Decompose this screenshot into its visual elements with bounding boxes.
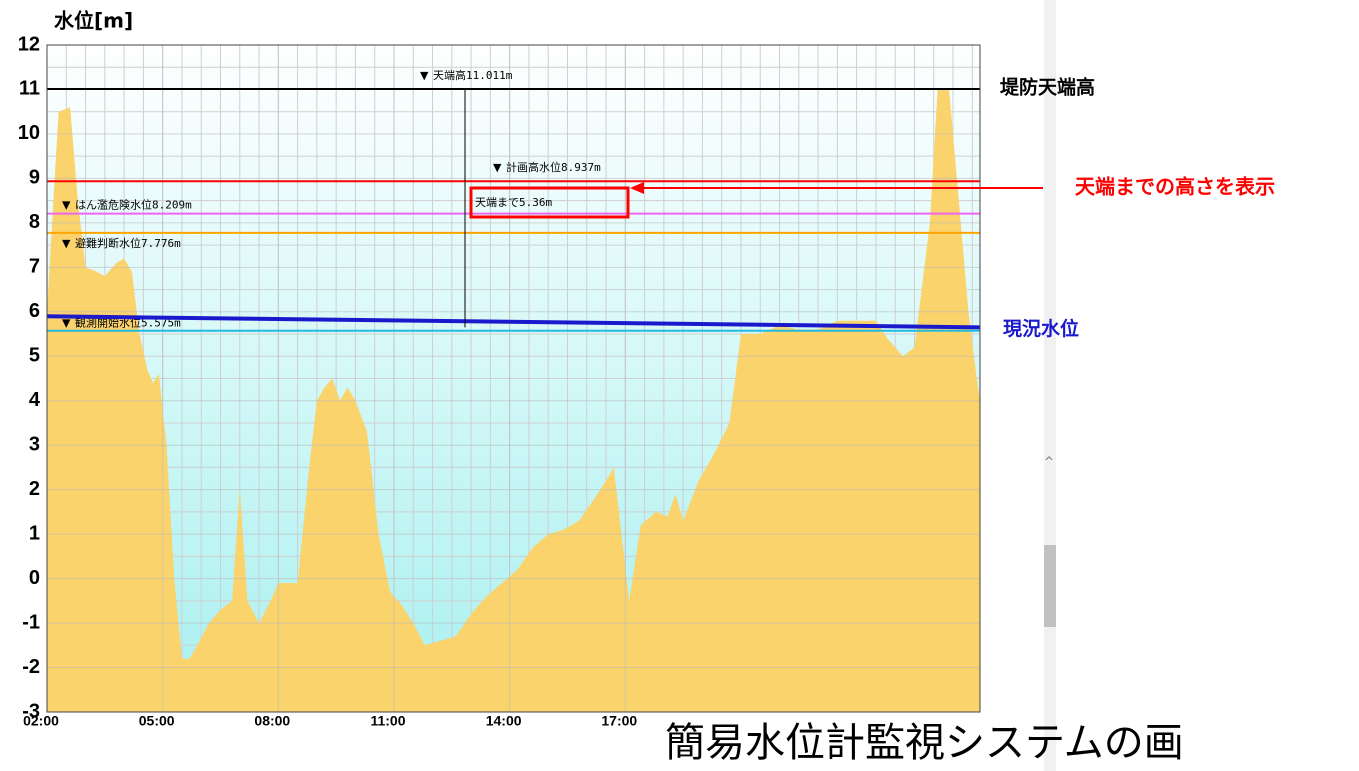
y-tick-label: 3: [29, 433, 40, 455]
y-tick-label: 2: [29, 478, 40, 500]
x-tick-label: 05:00: [139, 713, 175, 729]
y-tick-label: 8: [29, 211, 40, 233]
reference-marker: ▼: [62, 237, 71, 250]
y-axis-label: 水位[m]: [54, 9, 133, 33]
crest-distance-box: [469, 186, 630, 219]
y-tick-label: 0: [29, 567, 40, 589]
y-tick-label: 9: [29, 167, 40, 189]
y-tick-label: 7: [29, 256, 40, 278]
current-level-label: 現況水位: [1003, 317, 1079, 340]
x-tick-label: 11:00: [370, 713, 405, 729]
water-level-area: [47, 89, 980, 712]
y-tick-label: 5: [29, 345, 40, 367]
y-tick-label: 6: [29, 300, 40, 322]
y-tick-label: 12: [18, 33, 40, 55]
reference-marker: ▼: [62, 317, 71, 330]
y-tick-label: -1: [22, 611, 40, 633]
scroll-arrow[interactable]: ^: [1044, 455, 1054, 469]
scrollbar-thumb[interactable]: [1044, 545, 1056, 627]
current-level-line: [46, 314, 981, 330]
y-tick-label: -3: [22, 700, 40, 722]
y-tick-label: 1: [29, 522, 40, 544]
x-tick-label: 17:00: [601, 713, 637, 729]
y-tick-label: 4: [29, 389, 41, 411]
plot-border: [46, 44, 981, 713]
callout-arrowhead: [630, 182, 644, 194]
reference-label: 避難判断水位7.776m: [75, 236, 181, 250]
crest-distance-label: 天端まで5.36m: [475, 196, 552, 209]
scrollbar-track[interactable]: [1044, 0, 1056, 771]
reference-label: 計画高水位8.937m: [506, 160, 601, 174]
reference-label: はん濫危険水位8.209m: [75, 198, 192, 212]
reference-marker: ▼: [62, 199, 71, 212]
y-tick-label: -2: [22, 656, 40, 678]
crest-label: 堤防天端高: [1000, 76, 1095, 99]
callout-label: 天端までの高さを表示: [1075, 175, 1275, 199]
caption: 簡易水位計監視システムの画: [665, 720, 1184, 766]
x-tick-label: 14:00: [486, 713, 522, 729]
reference-marker: ▼: [493, 161, 502, 174]
y-tick-label: 11: [19, 78, 40, 100]
reference-label: 天端高11.011m: [433, 68, 513, 82]
x-tick-label: 08:00: [254, 713, 290, 729]
x-tick-label: 02:00: [23, 713, 59, 729]
reference-marker: ▼: [420, 69, 429, 82]
y-tick-label: 10: [18, 122, 40, 144]
